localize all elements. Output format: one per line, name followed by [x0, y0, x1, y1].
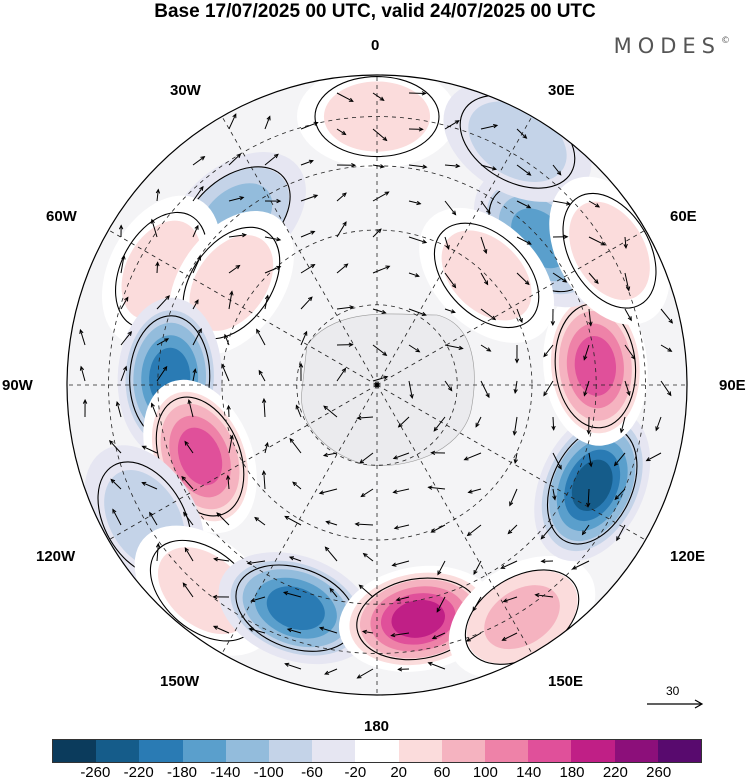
colorbar-swatch: [139, 740, 183, 762]
lon-label-30e: 30E: [548, 82, 575, 99]
lon-label-150w: 150W: [160, 673, 200, 690]
brand-name: MODES: [613, 34, 721, 58]
page-title: Base 17/07/2025 00 UTC, valid 24/07/2025…: [154, 1, 596, 22]
lon-label-90w: 90W: [2, 377, 33, 394]
map-boundary: [66, 74, 688, 696]
colorbar-tick-label: -140: [210, 764, 241, 781]
colorbar-swatch: [269, 740, 313, 762]
colorbar-swatch: [657, 740, 702, 762]
reference-vector-arrow: [647, 699, 704, 709]
meridian-line: [376, 116, 533, 386]
meridian-line: [108, 384, 378, 541]
colorbar-tick-label: 180: [559, 764, 585, 781]
colorbar-tick-label: -180: [166, 764, 198, 781]
brand-logo: MODES©: [614, 34, 730, 58]
anomaly-blob: [543, 286, 648, 446]
lon-label-180: 180: [364, 718, 390, 735]
anomaly-blob: [534, 409, 651, 562]
colorbar-ticks: -260 -220 -180 -140 -100 -60 -20 20 60 100 140 180 2…: [0, 764, 750, 782]
antarctica-landmass: [301, 313, 475, 466]
brand-mark: ©: [721, 36, 730, 46]
colorbar-tick-label: -20: [344, 764, 367, 781]
colorbar-tick-label: 140: [516, 764, 542, 781]
colorbar-swatch: [528, 740, 572, 762]
lon-label-30w: 30W: [170, 82, 201, 99]
colorbar-tick-label: -100: [253, 764, 284, 781]
colorbar-swatch: [355, 740, 399, 762]
wind-vectors: [79, 91, 674, 679]
meridian-line: [108, 229, 378, 386]
colorbar-tick-label: 100: [472, 764, 498, 781]
colorbar-tick-label: -220: [123, 764, 154, 781]
colorbar-swatch: [485, 740, 529, 762]
colorbar-swatch: [182, 740, 226, 762]
meridian-line: [221, 384, 378, 654]
colorbar-swatch: [441, 740, 486, 762]
lon-label-120w: 120W: [36, 548, 76, 565]
colorbar: [52, 739, 702, 763]
colorbar-swatch: [225, 740, 270, 762]
colorbar-swatch: [96, 740, 140, 762]
lon-label-0: 0: [371, 37, 380, 54]
colorbar-tick-label: -260: [80, 764, 111, 781]
colorbar-tick-label: 60: [433, 764, 451, 781]
colorbar-swatch: [614, 740, 658, 762]
south-pole-marker: [374, 382, 380, 388]
colorbar-tick-label: 20: [390, 764, 407, 781]
lon-label-60w: 60W: [46, 208, 77, 225]
colorbar-swatch: [571, 740, 615, 762]
colorbar-swatch: [398, 740, 442, 762]
colorbar-tick-label: 260: [646, 764, 672, 781]
lon-label-60e: 60E: [670, 208, 697, 225]
latitude-circle: [108, 116, 646, 654]
lon-label-90e: 90E: [719, 377, 746, 394]
colorbar-swatch: [53, 740, 97, 762]
colorbar-swatch: [312, 740, 356, 762]
lon-label-150e: 150E: [548, 673, 584, 690]
meridian-line: [376, 384, 646, 541]
reference-vector-label: 30: [666, 684, 680, 698]
meridian-line: [376, 384, 533, 654]
meridian-line: [221, 116, 378, 386]
colorbar-tick-label: 220: [602, 764, 628, 781]
lon-label-120e: 120E: [670, 548, 706, 565]
meridian-line: [376, 229, 646, 386]
colorbar-tick-label: -60: [301, 764, 323, 781]
